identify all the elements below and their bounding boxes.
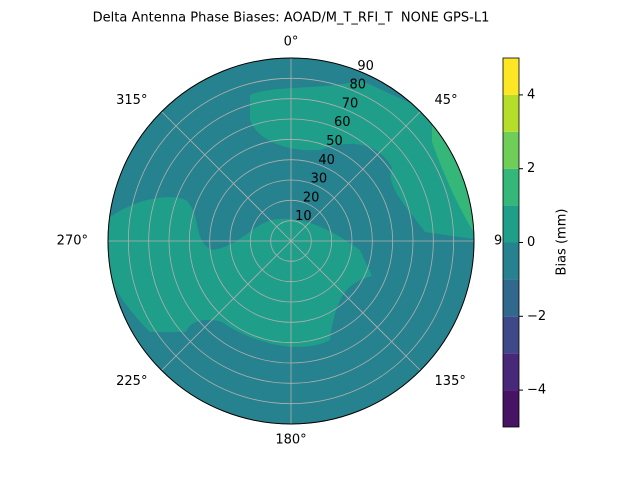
grid-spoke bbox=[161, 111, 292, 242]
colorbar-band bbox=[503, 353, 519, 391]
theta-tick-label: 45° bbox=[435, 93, 458, 108]
r-tick-label: 20 bbox=[303, 190, 320, 205]
theta-tick-label: 135° bbox=[435, 374, 466, 389]
contour-region bbox=[108, 197, 372, 347]
colorbar-band bbox=[503, 205, 519, 243]
r-tick-label: 70 bbox=[342, 96, 359, 111]
r-tick-label: 50 bbox=[326, 134, 343, 149]
colorbar-band bbox=[503, 131, 519, 169]
grid-spoke bbox=[161, 240, 292, 371]
colorbar-band bbox=[503, 242, 519, 280]
colorbar-tick-label: −2 bbox=[527, 309, 546, 324]
r-tick-label: 60 bbox=[334, 115, 351, 130]
theta-tick-label: 270° bbox=[57, 234, 88, 249]
colorbar-label: Bias (mm) bbox=[555, 209, 570, 276]
colorbar-tick-label: 4 bbox=[527, 87, 535, 102]
r-tick-label: 40 bbox=[318, 153, 335, 168]
colorbar-tick-label: 0 bbox=[527, 235, 535, 250]
theta-tick-label: 315° bbox=[116, 93, 147, 108]
r-tick-label: 30 bbox=[311, 172, 328, 187]
colorbar-band bbox=[503, 390, 519, 427]
colorbar-band bbox=[503, 279, 519, 317]
r-tick-label: 10 bbox=[295, 209, 312, 224]
plot-frame bbox=[107, 57, 475, 425]
r-tick-label: 90 bbox=[357, 59, 374, 74]
grid-spoke bbox=[290, 111, 421, 242]
contour-region bbox=[432, 122, 474, 238]
colorbar-band bbox=[503, 58, 519, 95]
colorbar-tick-label: −4 bbox=[527, 383, 546, 398]
r-tick-label: 80 bbox=[350, 78, 367, 93]
colorbar-band bbox=[503, 316, 519, 354]
colorbar-band bbox=[503, 168, 519, 206]
chart-title: Delta Antenna Phase Biases: AOAD/M_T_RFI… bbox=[93, 11, 490, 26]
theta-tick-label: 225° bbox=[116, 374, 147, 389]
grid-spoke bbox=[290, 240, 421, 371]
theta-tick-label: 0° bbox=[284, 35, 299, 50]
colorbar-band bbox=[503, 94, 519, 132]
theta-tick-label: 180° bbox=[275, 433, 306, 448]
colorbar-tick-label: 2 bbox=[527, 161, 535, 176]
